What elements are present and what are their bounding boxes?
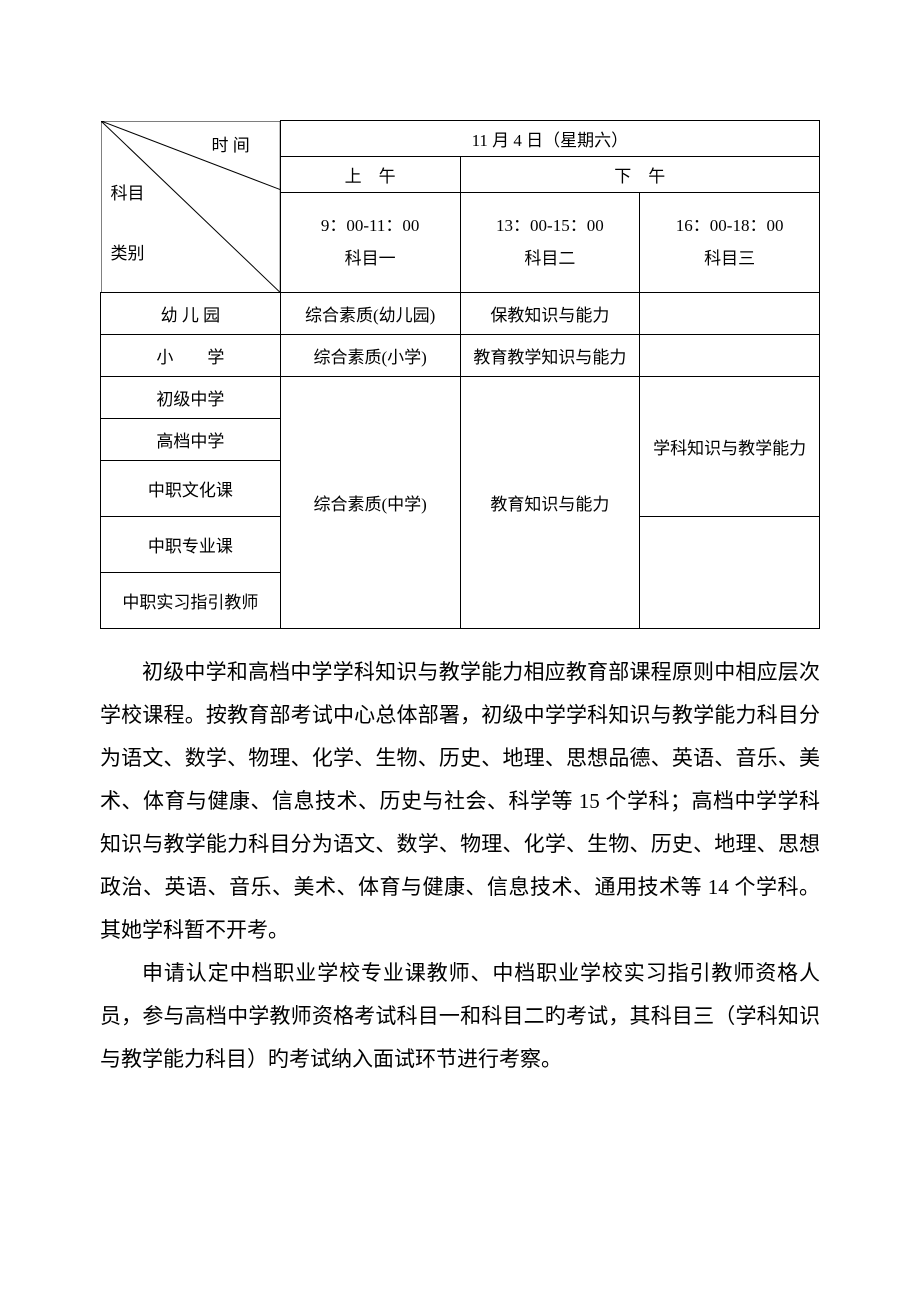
- time-col3: 16：00-18：00 科目三: [640, 193, 820, 293]
- cat-senior: 高档中学: [101, 419, 281, 461]
- schedule-table: 时 间 科目 类别 11 月 4 日（星期六） 上 午 下 午 9：00-11：…: [100, 120, 820, 629]
- r2c2: 教育教学知识与能力: [460, 335, 640, 377]
- merged-c2: 教育知识与能力: [460, 377, 640, 629]
- cat-voc-major: 中职专业课: [101, 517, 281, 573]
- slot-afternoon: 下 午: [460, 157, 820, 193]
- corner-label-time: 时 间: [212, 131, 250, 156]
- sub3: 科目三: [704, 249, 755, 268]
- time3: 16：00-18：00: [676, 216, 784, 235]
- cat-voc-intern: 中职实习指引教师: [101, 573, 281, 629]
- r1c3: [640, 293, 820, 335]
- time2: 13：00-15：00: [496, 216, 604, 235]
- r1c2: 保教知识与能力: [460, 293, 640, 335]
- cat-kindergarten: 幼 儿 园: [101, 293, 281, 335]
- r2c3: [640, 335, 820, 377]
- corner-diagonal-cell: 时 间 科目 类别: [101, 121, 281, 293]
- merged-c1: 综合素质(中学): [280, 377, 460, 629]
- time1: 9：00-11：00: [321, 216, 420, 235]
- r1c1: 综合素质(幼儿园): [280, 293, 460, 335]
- time-col1: 9：00-11：00 科目一: [280, 193, 460, 293]
- cat-primary: 小 学: [101, 335, 281, 377]
- slot-morning: 上 午: [280, 157, 460, 193]
- paragraph-2: 申请认定中档职业学校专业课教师、中档职业学校实习指引教师资格人员，参与高档中学教…: [100, 952, 820, 1081]
- merged-c3-bottom: [640, 517, 820, 629]
- time-col2: 13：00-15：00 科目二: [460, 193, 640, 293]
- cat-voc-culture: 中职文化课: [101, 461, 281, 517]
- merged-c3-top: 学科知识与教学能力: [640, 377, 820, 517]
- corner-label-subject: 科目: [111, 179, 145, 204]
- r2c1: 综合素质(小学): [280, 335, 460, 377]
- diagonal-lines: [101, 121, 280, 293]
- body-text: 初级中学和高档中学学科知识与教学能力相应教育部课程原则中相应层次学校课程。按教育…: [100, 651, 820, 1081]
- sub2: 科目二: [524, 249, 575, 268]
- corner-label-category: 类别: [111, 239, 145, 264]
- sub1: 科目一: [345, 249, 396, 268]
- cat-junior: 初级中学: [101, 377, 281, 419]
- date-header: 11 月 4 日（星期六）: [280, 121, 819, 157]
- document-page: 时 间 科目 类别 11 月 4 日（星期六） 上 午 下 午 9：00-11：…: [0, 0, 920, 1161]
- paragraph-1: 初级中学和高档中学学科知识与教学能力相应教育部课程原则中相应层次学校课程。按教育…: [100, 651, 820, 952]
